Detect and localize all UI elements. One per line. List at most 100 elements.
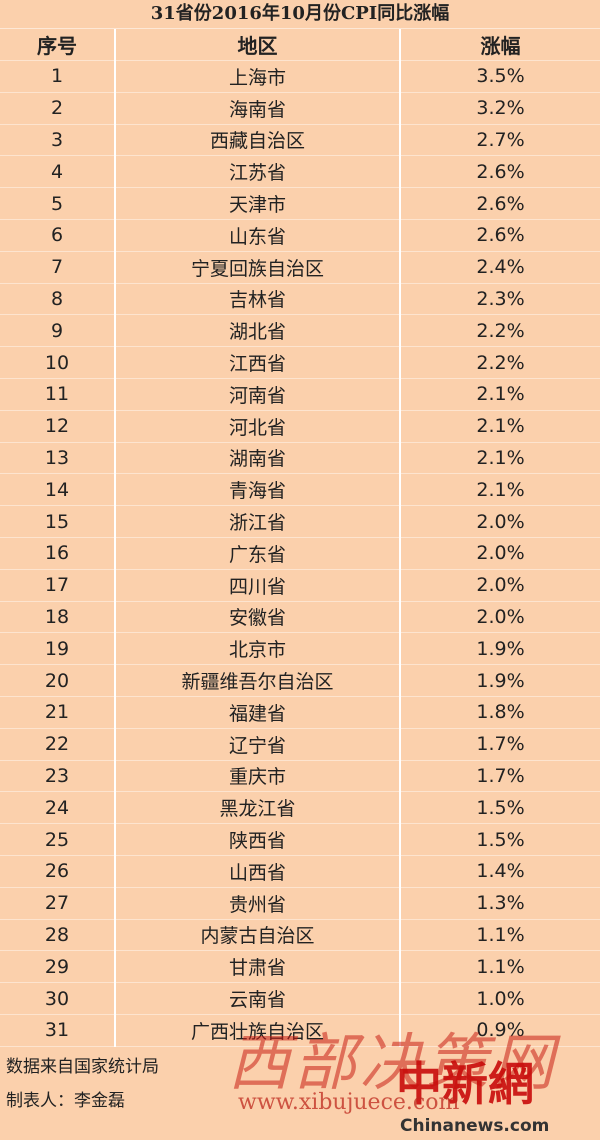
table-row: 28 内蒙古自治区 1.1% bbox=[0, 919, 600, 952]
header-row: 序号 地区 涨幅 bbox=[0, 29, 600, 61]
table-cell: 广东省 bbox=[114, 537, 400, 570]
table-cell: 2.1% bbox=[399, 473, 600, 507]
table-cell: 2.2% bbox=[399, 314, 600, 348]
table-cell: 安徽省 bbox=[114, 601, 400, 634]
table-cell: 12 bbox=[0, 410, 115, 443]
table-cell: 青海省 bbox=[114, 473, 400, 507]
table-cell: 15 bbox=[0, 505, 115, 538]
table-cell: 10 bbox=[0, 346, 115, 379]
watermark-site: 西部决策网 bbox=[228, 1026, 559, 1099]
table-cell: 1.0% bbox=[399, 982, 600, 1015]
table-row: 8 吉林省 2.3% bbox=[0, 283, 600, 316]
table-cell: 1.7% bbox=[399, 728, 600, 761]
table-cell: 8 bbox=[0, 283, 115, 316]
table-cell: 26 bbox=[0, 855, 115, 888]
table-row: 5 天津市 2.6% bbox=[0, 187, 600, 220]
table-cell: 1.3% bbox=[399, 887, 600, 920]
table-row: 16 广东省 2.0% bbox=[0, 537, 600, 570]
table-row: 18 安徽省 2.0% bbox=[0, 601, 600, 634]
table-cell: 13 bbox=[0, 442, 115, 475]
table-cell: 24 bbox=[0, 791, 115, 825]
table-cell: 28 bbox=[0, 919, 115, 952]
table-cell: 上海市 bbox=[114, 60, 400, 93]
table-cell: 1.9% bbox=[399, 632, 600, 666]
table-row: 13 湖南省 2.1% bbox=[0, 442, 600, 475]
table-row: 30 云南省 1.0% bbox=[0, 982, 600, 1015]
table-cell: 2.6% bbox=[399, 187, 600, 220]
source-note: 数据来自国家统计局 bbox=[6, 1057, 159, 1077]
table-body: 1 上海市 3.5% 2 海南省 3.2% 3 西藏自治区 2.7% 4 江苏省 2.6% 5 天津市 2.… bbox=[0, 60, 600, 1047]
table-cell: 四川省 bbox=[114, 569, 400, 602]
table-row: 21 福建省 1.8% bbox=[0, 696, 600, 729]
table-row: 20 新疆维吾尔自治区 1.9% bbox=[0, 664, 600, 697]
header-cell: 地区 bbox=[114, 29, 400, 61]
table-cell: 20 bbox=[0, 664, 115, 697]
watermark-url: www.xibujuece.com bbox=[238, 1090, 460, 1115]
table-row: 3 西藏自治区 2.7% bbox=[0, 124, 600, 157]
header-cell: 序号 bbox=[0, 29, 115, 61]
table-cell: 2.7% bbox=[399, 124, 600, 157]
table-cell: 2.2% bbox=[399, 346, 600, 379]
table-cell: 2.6% bbox=[399, 155, 600, 189]
table-cell: 19 bbox=[0, 632, 115, 666]
table-cell: 1.1% bbox=[399, 950, 600, 984]
watermark-brand-url: Chinanews.com bbox=[400, 1116, 550, 1136]
watermark-brand: 中新網 bbox=[396, 1057, 534, 1111]
table-cell: 3.5% bbox=[399, 60, 600, 93]
table-cell: 陕西省 bbox=[114, 823, 400, 856]
table-cell: 6 bbox=[0, 219, 115, 252]
table-cell: 16 bbox=[0, 537, 115, 570]
table-cell: 宁夏回族自治区 bbox=[114, 251, 400, 284]
table-row: 29 甘肃省 1.1% bbox=[0, 950, 600, 984]
header-cell: 涨幅 bbox=[399, 29, 600, 61]
table-row: 24 黑龙江省 1.5% bbox=[0, 791, 600, 825]
table-cell: 云南省 bbox=[114, 982, 400, 1015]
table-cell: 2.0% bbox=[399, 537, 600, 570]
table-row: 10 江西省 2.2% bbox=[0, 346, 600, 379]
author-note: 制表人：李金磊 bbox=[6, 1091, 125, 1111]
table-cell: 天津市 bbox=[114, 187, 400, 220]
table-cell: 3 bbox=[0, 124, 115, 157]
table-cell: 北京市 bbox=[114, 632, 400, 666]
table-row: 26 山西省 1.4% bbox=[0, 855, 600, 888]
table-row: 22 辽宁省 1.7% bbox=[0, 728, 600, 761]
table-cell: 17 bbox=[0, 569, 115, 602]
table-cell: 河北省 bbox=[114, 410, 400, 443]
table-cell: 5 bbox=[0, 187, 115, 220]
table-cell: 0.9% bbox=[399, 1014, 600, 1047]
table-cell: 29 bbox=[0, 950, 115, 984]
table-cell: 山西省 bbox=[114, 855, 400, 888]
table-cell: 27 bbox=[0, 887, 115, 920]
table-cell: 山东省 bbox=[114, 219, 400, 252]
table-cell: 湖南省 bbox=[114, 442, 400, 475]
table-cell: 西藏自治区 bbox=[114, 124, 400, 157]
table-cell: 江西省 bbox=[114, 346, 400, 379]
table-cell: 新疆维吾尔自治区 bbox=[114, 664, 400, 697]
table-cell: 30 bbox=[0, 982, 115, 1015]
table-row: 17 四川省 2.0% bbox=[0, 569, 600, 602]
table-cell: 2.0% bbox=[399, 569, 600, 602]
table-title: 31省份2016年10月份CPI同比涨幅 bbox=[0, 0, 600, 29]
table-row: 4 江苏省 2.6% bbox=[0, 155, 600, 189]
table-cell: 2.0% bbox=[399, 601, 600, 634]
table-cell: 11 bbox=[0, 378, 115, 411]
table-cell: 吉林省 bbox=[114, 283, 400, 316]
table-cell: 黑龙江省 bbox=[114, 791, 400, 825]
table-row: 1 上海市 3.5% bbox=[0, 60, 600, 93]
table-cell: 2.4% bbox=[399, 251, 600, 284]
table-cell: 2 bbox=[0, 92, 115, 125]
table-cell: 内蒙古自治区 bbox=[114, 919, 400, 952]
table-row: 12 河北省 2.1% bbox=[0, 410, 600, 443]
table-cell: 1.9% bbox=[399, 664, 600, 697]
table-cell: 湖北省 bbox=[114, 314, 400, 348]
table-row: 14 青海省 2.1% bbox=[0, 473, 600, 507]
table-cell: 22 bbox=[0, 728, 115, 761]
table-cell: 1.7% bbox=[399, 760, 600, 793]
table-cell: 福建省 bbox=[114, 696, 400, 729]
table-row: 31 广西壮族自治区 0.9% bbox=[0, 1014, 600, 1047]
table-cell: 4 bbox=[0, 155, 115, 189]
table-row: 6 山东省 2.6% bbox=[0, 219, 600, 252]
table-row: 11 河南省 2.1% bbox=[0, 378, 600, 411]
table-row: 27 贵州省 1.3% bbox=[0, 887, 600, 920]
